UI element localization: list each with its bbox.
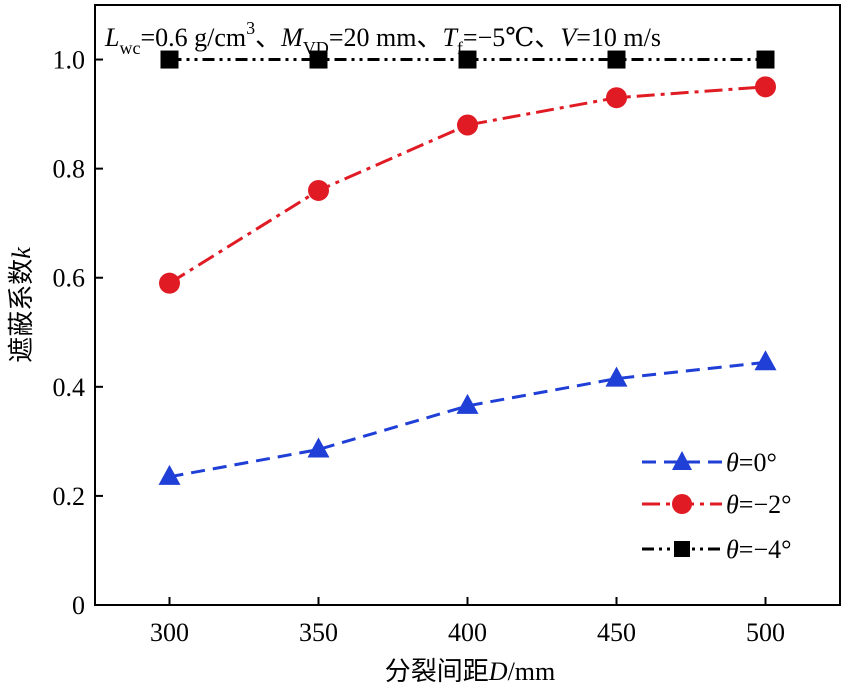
data-point-circle (159, 272, 180, 294)
legend-item-theta-neg4: θ=−4° (642, 535, 792, 564)
data-point-triangle (307, 437, 330, 458)
data-point-square (756, 50, 775, 69)
legend-marker-circle (672, 494, 692, 514)
data-point-square (607, 50, 626, 69)
legend-label-2: θ=−4° (726, 535, 792, 564)
x-tick-label: 300 (150, 618, 189, 647)
legend-label-0: θ=0° (726, 448, 777, 477)
y-tick-label: 1.0 (53, 46, 86, 75)
legend-item-theta-neg2: θ=−2° (642, 490, 792, 519)
data-point-square (309, 50, 328, 69)
data-point-square (160, 50, 179, 69)
legend-marker-triangle (672, 451, 692, 470)
y-tick-label: 0.2 (53, 482, 86, 511)
data-point-circle (606, 87, 627, 109)
y-tick-label: 0.6 (53, 264, 86, 293)
y-axis-title: 遮蔽系数k (7, 247, 37, 363)
axis-ticks: 300 350 400 450 500 0 0.2 0.4 0.6 0.8 1.0 (53, 46, 786, 647)
legend-label-1: θ=−2° (726, 490, 792, 519)
x-axis-title: 分裂间距D/mm (385, 657, 555, 687)
legend-item-theta-0: θ=0° (642, 448, 777, 477)
data-point-triangle (605, 366, 628, 387)
data-point-square (458, 50, 477, 69)
legend: θ=0° θ=−2° θ=−4° (642, 448, 792, 564)
data-point-circle (755, 76, 776, 98)
x-tick-label: 450 (597, 618, 636, 647)
series-layer (158, 50, 777, 485)
series-line-0 (169, 360, 766, 479)
data-point-circle (308, 179, 329, 201)
y-tick-label: 0.4 (53, 373, 86, 402)
y-tick-label: 0.8 (53, 155, 86, 184)
x-tick-label: 400 (448, 618, 487, 647)
conditions-annotation: Lwc=0.6 g/cm3、MVD=20 mm、Tf=−5℃、V=10 m/s (104, 18, 661, 58)
x-tick-label: 500 (746, 618, 785, 647)
series-line-1 (168, 85, 766, 285)
x-tick-label: 350 (299, 618, 338, 647)
legend-marker-square (674, 541, 690, 557)
data-point-triangle (754, 350, 777, 371)
y-tick-label: 0 (72, 591, 85, 620)
data-point-circle (457, 114, 478, 136)
data-point-triangle (456, 393, 479, 414)
data-point-triangle (158, 464, 181, 485)
